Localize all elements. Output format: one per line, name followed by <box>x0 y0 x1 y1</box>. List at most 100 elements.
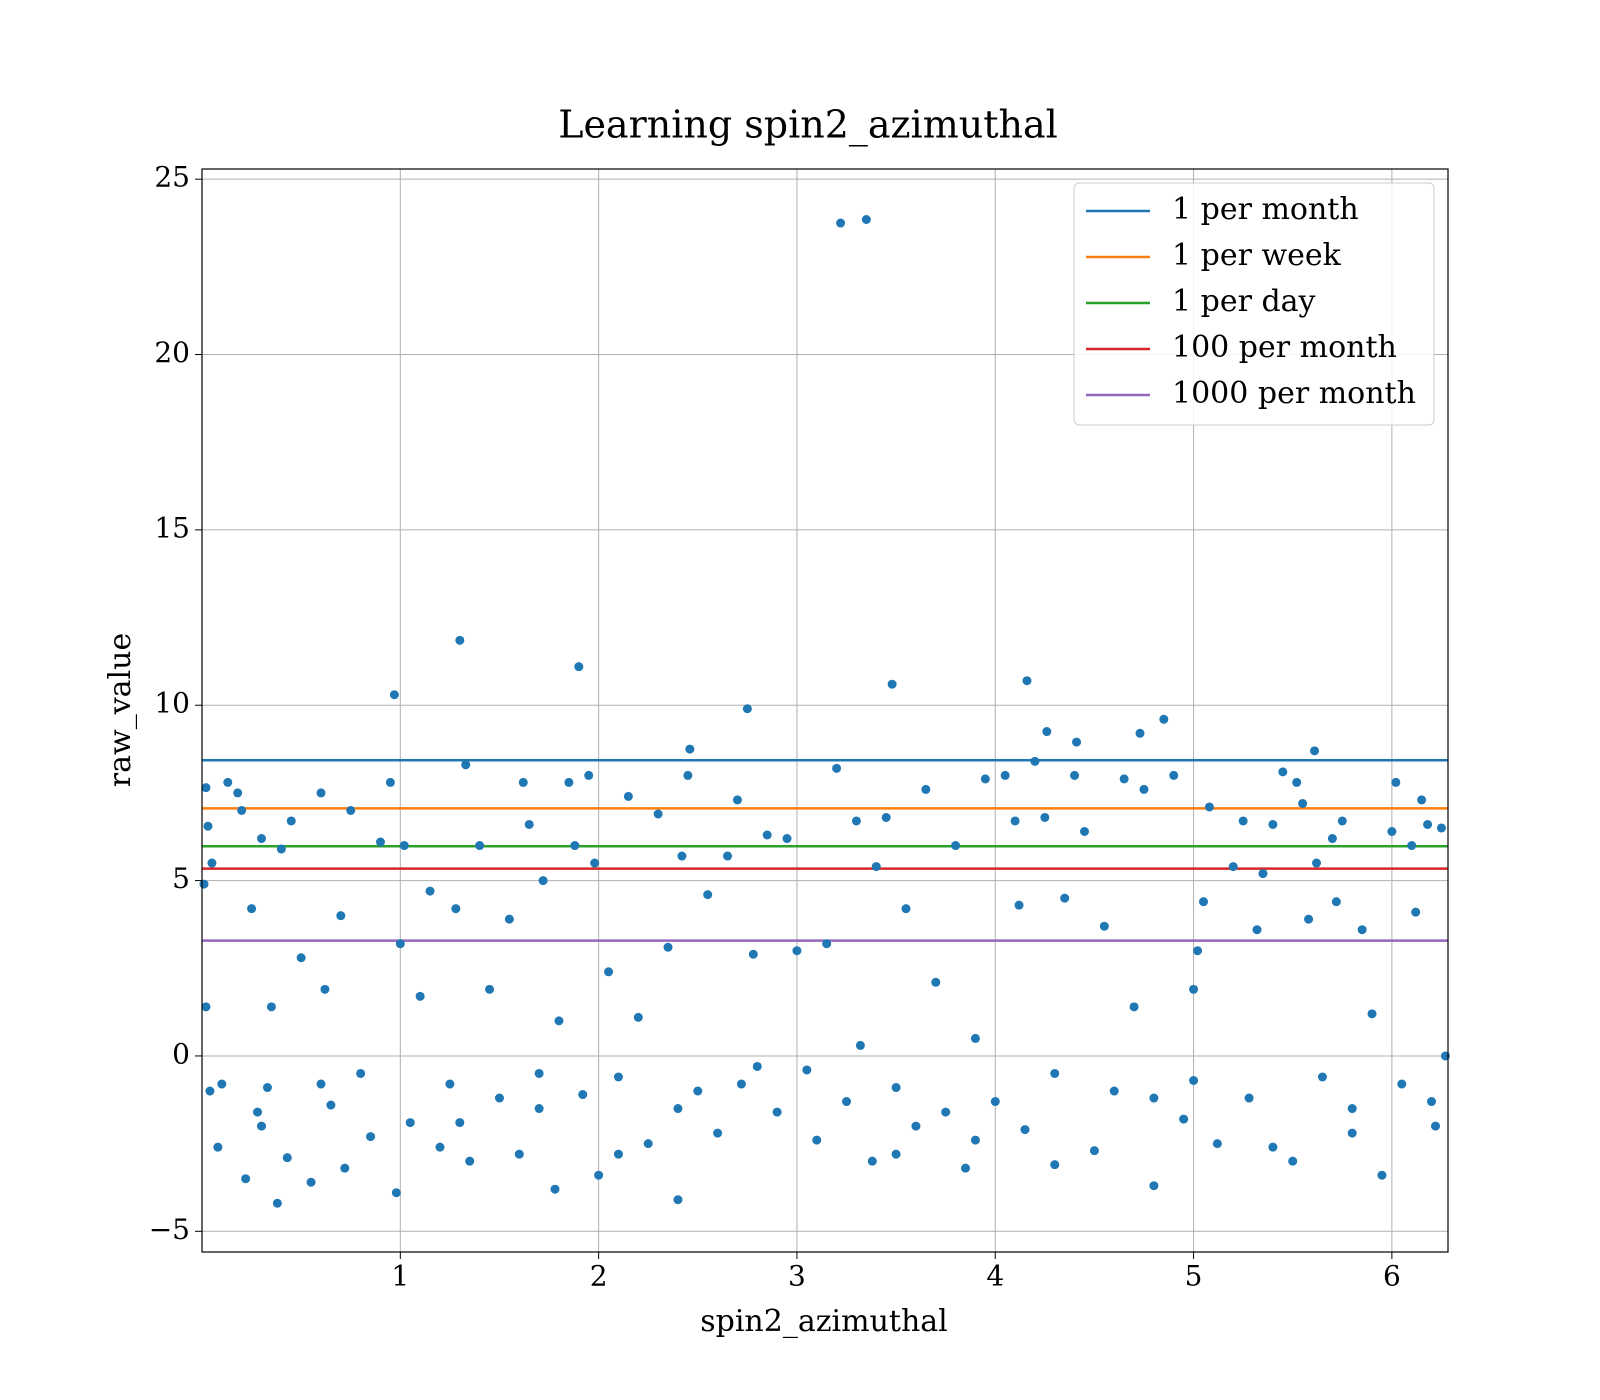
point <box>475 841 485 851</box>
point <box>455 635 465 645</box>
point <box>604 967 614 977</box>
point <box>1079 826 1089 836</box>
point <box>613 1072 623 1082</box>
point <box>494 1093 504 1103</box>
point <box>732 795 742 805</box>
point <box>1377 1170 1387 1180</box>
point <box>241 1174 251 1184</box>
point <box>584 770 594 780</box>
point <box>237 805 247 815</box>
point <box>931 977 941 987</box>
point <box>613 1149 623 1159</box>
point <box>203 821 213 831</box>
point <box>1159 714 1169 724</box>
point <box>550 1184 560 1194</box>
points <box>199 215 1450 1208</box>
point <box>1357 925 1367 935</box>
point <box>316 1079 326 1089</box>
point <box>941 1107 951 1117</box>
point <box>703 890 713 900</box>
point <box>256 834 266 844</box>
point <box>1397 1079 1407 1089</box>
legend-label: 1 per month <box>1172 192 1359 227</box>
point <box>911 1121 921 1131</box>
point <box>1010 816 1020 826</box>
legend-label: 1 per week <box>1172 238 1342 273</box>
point <box>1119 774 1129 784</box>
point <box>752 1061 762 1071</box>
point <box>1189 984 1199 994</box>
point <box>861 215 871 225</box>
grid: 1 2 3 4 5 6 −5 0 5 10 15 20 25 <box>149 161 1448 1293</box>
point <box>326 1100 336 1110</box>
point <box>1288 1156 1298 1166</box>
point <box>887 679 897 689</box>
point <box>1347 1128 1357 1138</box>
point <box>867 1156 877 1166</box>
point <box>316 788 326 798</box>
point <box>851 816 861 826</box>
point <box>1000 770 1010 780</box>
point <box>1204 802 1214 812</box>
point <box>385 777 395 787</box>
y-tick-label: 5 <box>172 862 190 895</box>
point <box>1310 746 1320 756</box>
point <box>201 1002 211 1012</box>
point <box>415 991 425 1001</box>
point <box>346 805 356 815</box>
point <box>375 837 385 847</box>
point <box>262 1083 272 1093</box>
point <box>891 1083 901 1093</box>
point <box>465 1156 475 1166</box>
point <box>782 834 792 844</box>
point <box>1268 819 1278 829</box>
point <box>395 939 405 949</box>
point <box>842 1097 852 1107</box>
point <box>366 1132 376 1142</box>
point <box>356 1068 366 1078</box>
point <box>1407 841 1417 851</box>
point <box>538 876 548 886</box>
point <box>405 1118 415 1128</box>
point <box>199 879 209 889</box>
point <box>736 1079 746 1089</box>
point <box>1387 826 1397 836</box>
plot-frame <box>201 168 1449 1253</box>
point <box>822 939 832 949</box>
point <box>980 774 990 784</box>
y-tick-label: 15 <box>154 511 190 544</box>
point <box>713 1128 723 1138</box>
point <box>425 886 435 896</box>
point <box>524 819 534 829</box>
point <box>518 777 528 787</box>
point <box>1014 900 1024 910</box>
point <box>1347 1104 1357 1114</box>
point <box>282 1153 292 1163</box>
point <box>233 788 243 798</box>
point <box>1337 816 1347 826</box>
point <box>762 830 772 840</box>
point <box>1417 795 1427 805</box>
y-tick-label: 20 <box>154 336 190 369</box>
y-tick-label: −5 <box>149 1213 190 1246</box>
point <box>871 862 881 872</box>
point <box>1099 921 1109 931</box>
point <box>1109 1086 1119 1096</box>
point <box>451 904 461 914</box>
point <box>683 770 693 780</box>
y-axis-label: raw_value <box>103 633 138 787</box>
point <box>663 942 673 952</box>
point <box>578 1090 588 1100</box>
point <box>461 760 471 770</box>
point <box>990 1097 1000 1107</box>
point <box>723 851 733 861</box>
y-tick-label: 25 <box>154 161 190 194</box>
point <box>207 858 217 868</box>
point <box>1244 1093 1254 1103</box>
point <box>970 1135 980 1145</box>
point <box>1228 862 1238 872</box>
point <box>1292 777 1302 787</box>
point <box>881 812 891 822</box>
point <box>772 1107 782 1117</box>
point <box>594 1170 604 1180</box>
